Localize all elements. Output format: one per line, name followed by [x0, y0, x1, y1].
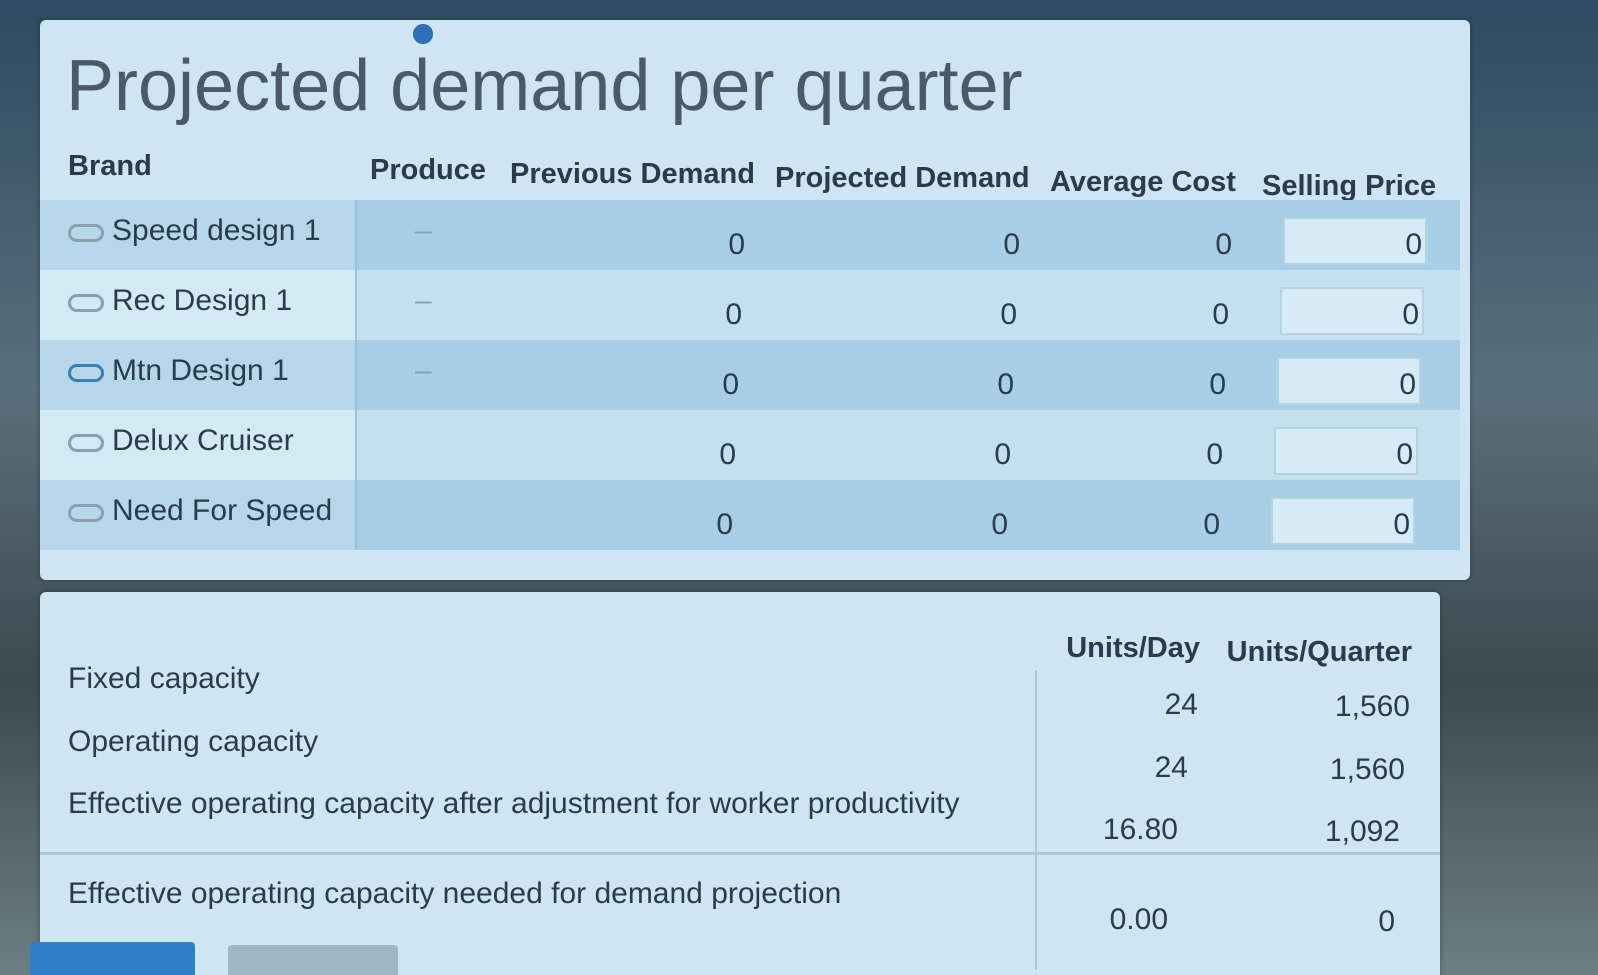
units-quarter: 0	[1378, 905, 1395, 938]
bike-icon	[68, 364, 104, 382]
brand-name: Rec Design 1	[112, 284, 293, 317]
price-cell: 0	[1402, 298, 1419, 331]
units-quarter: 1,560	[1329, 753, 1405, 786]
previous-cell: 0	[725, 298, 742, 331]
button[interactable]	[228, 945, 398, 975]
brand-cell	[40, 340, 357, 410]
units-quarter: 1,560	[1334, 690, 1410, 723]
column-header: Units/Quarter	[1226, 636, 1412, 668]
column-header: Average Cost	[1050, 166, 1236, 198]
produce-dot[interactable]	[413, 24, 433, 44]
brand-name: Need For Speed	[112, 494, 333, 527]
previous-cell: 0	[719, 438, 736, 471]
brand-cell	[40, 200, 357, 270]
column-header: Brand	[68, 150, 152, 182]
panel-title: Projected demand per quarter	[66, 46, 1023, 126]
capacity-panel	[40, 592, 1440, 975]
brand-name: Speed design 1	[112, 214, 321, 247]
cost-cell: 0	[1206, 438, 1223, 471]
cost-cell: 0	[1203, 508, 1220, 541]
units-day: 0.00	[1109, 903, 1168, 936]
price-input[interactable]	[1271, 497, 1415, 545]
bike-icon	[68, 504, 104, 522]
brand-cell	[40, 410, 357, 480]
bike-icon	[68, 434, 104, 452]
cost-cell: 0	[1209, 368, 1226, 401]
brand-name: Delux Cruiser	[112, 424, 294, 457]
previous-cell: 0	[722, 368, 739, 401]
price-input[interactable]	[1283, 217, 1427, 265]
units-day: 16.80	[1102, 813, 1178, 846]
price-input[interactable]	[1280, 287, 1424, 335]
button[interactable]	[30, 942, 195, 975]
divider	[40, 852, 1440, 855]
brand-name: Mtn Design 1	[112, 354, 289, 387]
projected-cell: 0	[994, 438, 1011, 471]
brand-cell	[40, 480, 357, 550]
column-header: Produce	[370, 154, 487, 186]
row-label: Effective operating capacity after adjus…	[68, 787, 960, 820]
price-input[interactable]	[1274, 427, 1418, 475]
row-label: Fixed capacity	[68, 662, 260, 695]
price-cell: 0	[1396, 438, 1413, 471]
produce-cell: –	[415, 214, 432, 247]
units-day: 24	[1164, 688, 1198, 721]
row-label: Effective operating capacity needed for …	[68, 877, 842, 910]
column-header: Previous Demand	[510, 158, 755, 190]
column-header: Units/Day	[1066, 632, 1200, 664]
column-header: Projected Demand	[775, 162, 1030, 194]
price-cell: 0	[1399, 368, 1416, 401]
bike-icon	[68, 224, 104, 242]
price-input[interactable]	[1277, 357, 1421, 405]
produce-cell: –	[415, 354, 432, 387]
cost-cell: 0	[1212, 298, 1229, 331]
price-cell: 0	[1393, 508, 1410, 541]
brand-cell	[40, 270, 357, 340]
units-day: 24	[1154, 751, 1188, 784]
column-header: Selling Price	[1262, 170, 1437, 202]
projected-cell: 0	[997, 368, 1014, 401]
previous-cell: 0	[728, 228, 745, 261]
price-cell: 0	[1405, 228, 1422, 261]
produce-cell: –	[415, 284, 432, 317]
divider	[1035, 670, 1037, 970]
units-quarter: 1,092	[1324, 815, 1400, 848]
cost-cell: 0	[1215, 228, 1232, 261]
bike-icon	[68, 294, 104, 312]
row-label: Operating capacity	[68, 725, 319, 758]
projected-cell: 0	[1003, 228, 1020, 261]
previous-cell: 0	[716, 508, 733, 541]
projected-cell: 0	[991, 508, 1008, 541]
projected-cell: 0	[1000, 298, 1017, 331]
